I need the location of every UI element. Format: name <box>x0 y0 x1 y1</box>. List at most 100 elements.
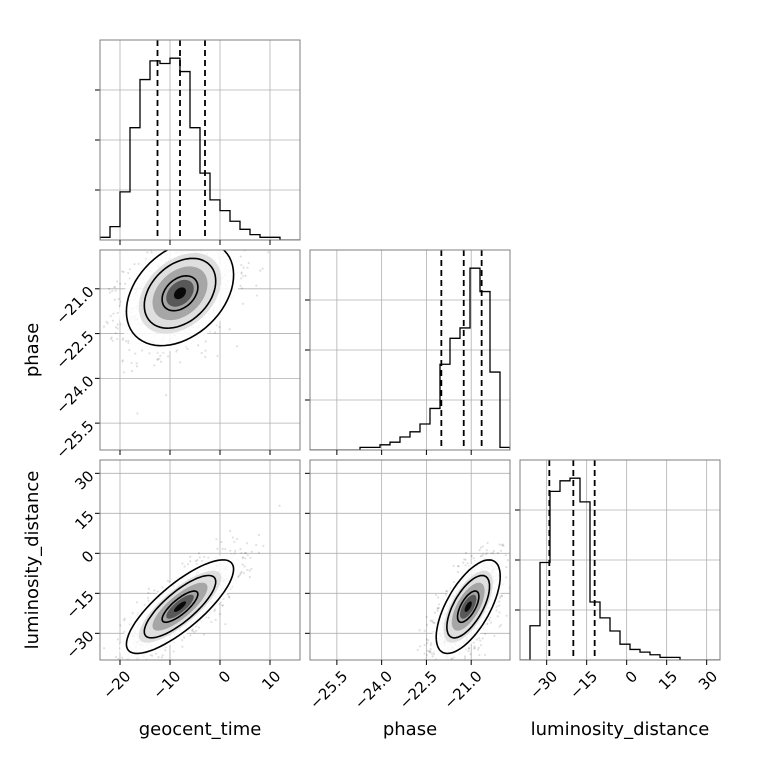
sample-point <box>478 653 481 657</box>
sample-point <box>423 643 426 647</box>
sample-point <box>124 340 128 343</box>
sample-point <box>499 623 503 627</box>
x-tick-label-geocent-time-0: −20 <box>99 667 134 702</box>
sample-point <box>130 361 133 365</box>
sample-point <box>178 247 180 249</box>
sample-point <box>214 331 217 334</box>
x-tick-label-geocent-time-3: 10 <box>258 667 284 693</box>
sample-point <box>473 647 476 650</box>
y-tick-label-luminosity-distance-0: −30 <box>62 627 97 662</box>
sample-point <box>505 576 508 579</box>
sample-point <box>128 268 132 271</box>
sample-point <box>485 552 488 555</box>
sample-point <box>250 567 253 571</box>
sample-point <box>423 629 426 632</box>
sample-point <box>489 621 493 624</box>
sample-point <box>506 559 509 562</box>
sample-point <box>464 551 468 554</box>
sample-point <box>444 678 446 680</box>
sample-point <box>110 669 112 671</box>
sample-point <box>467 650 470 653</box>
sample-point <box>162 246 164 248</box>
sample-point <box>190 242 192 244</box>
sample-point <box>412 675 414 677</box>
sample-point <box>431 621 434 624</box>
sample-point <box>470 554 473 558</box>
sample-point <box>495 609 498 612</box>
sample-point <box>108 291 112 294</box>
sample-point <box>242 571 245 575</box>
y-tick-label-phase-3: −21.0 <box>52 283 97 328</box>
sample-point <box>237 575 240 579</box>
sample-point <box>219 612 222 616</box>
sample-point <box>224 623 227 626</box>
sample-point <box>244 274 247 277</box>
sample-point <box>243 565 246 568</box>
panel-frame <box>99 459 301 661</box>
sample-point <box>456 565 460 568</box>
sample-point <box>248 575 251 579</box>
sample-point <box>116 323 119 326</box>
sample-point <box>204 349 207 352</box>
sample-point <box>446 674 448 676</box>
y-tick-label-luminosity-distance-3: 15 <box>71 507 97 533</box>
sample-point <box>239 548 242 551</box>
sample-point <box>207 616 210 619</box>
sample-point <box>119 624 122 627</box>
sample-point <box>213 609 216 613</box>
sample-point <box>215 247 217 249</box>
sample-point <box>198 234 200 236</box>
x-tick-label-luminosity-distance-2: 0 <box>622 667 641 686</box>
sample-point <box>153 364 156 367</box>
sample-point <box>437 606 440 610</box>
sample-point <box>147 587 150 590</box>
sample-point <box>246 554 249 557</box>
sample-point <box>255 294 258 297</box>
sample-point <box>172 650 175 653</box>
sample-point <box>220 540 223 544</box>
panel-frame <box>519 459 721 661</box>
sample-point <box>436 606 439 610</box>
sample-point <box>224 245 226 247</box>
sample-point <box>436 607 439 610</box>
sample-point <box>156 358 159 361</box>
sample-point <box>450 661 452 663</box>
sample-point <box>452 660 454 662</box>
sample-point <box>259 269 262 272</box>
sample-point <box>161 654 164 657</box>
sample-point <box>114 655 118 659</box>
sample-point <box>181 639 184 642</box>
sample-point <box>240 552 243 555</box>
sample-point <box>242 556 245 559</box>
sample-point <box>462 561 465 564</box>
sample-point <box>516 549 518 551</box>
sample-point <box>147 666 149 668</box>
sample-point <box>214 618 217 621</box>
y-tick-label-luminosity-distance-2: 0 <box>78 547 97 566</box>
sample-point <box>233 552 236 555</box>
sample-point <box>242 274 245 278</box>
sample-point <box>441 662 443 664</box>
contour-line-1 <box>446 574 491 639</box>
y-tick-label-luminosity-distance-4: 30 <box>71 467 97 493</box>
sample-point <box>96 688 98 690</box>
sample-point <box>498 625 501 628</box>
sample-point <box>215 538 218 541</box>
sample-point <box>185 244 187 246</box>
x-tick-label-luminosity-distance-4: 30 <box>695 667 721 693</box>
sample-point <box>242 266 245 269</box>
sample-point <box>262 544 265 547</box>
sample-point <box>249 556 252 559</box>
sample-point <box>501 543 505 546</box>
sample-point <box>215 246 217 248</box>
sample-point <box>432 653 436 656</box>
sample-point <box>186 347 189 351</box>
sample-point <box>446 672 448 674</box>
sample-point <box>463 655 467 658</box>
sample-point <box>176 230 178 232</box>
sample-point <box>220 242 222 244</box>
sample-point <box>228 246 230 248</box>
sample-point <box>201 247 203 249</box>
sample-point <box>166 579 169 583</box>
